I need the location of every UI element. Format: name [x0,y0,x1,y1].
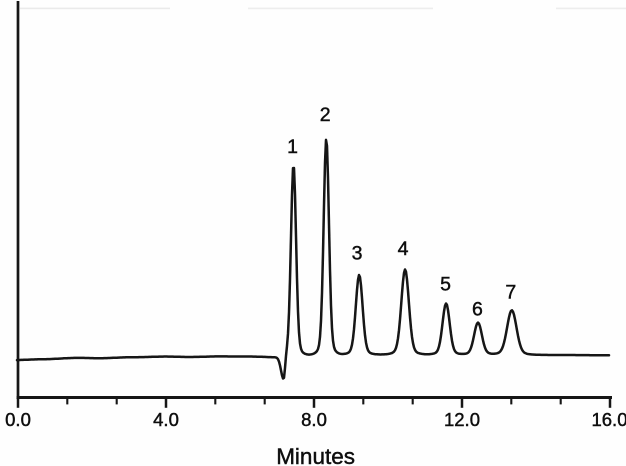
svg-text:2: 2 [320,104,331,126]
svg-text:4.0: 4.0 [153,409,179,430]
svg-text:6: 6 [472,299,483,321]
svg-text:Minutes: Minutes [276,444,355,466]
svg-text:7: 7 [505,281,516,303]
svg-text:16.0: 16.0 [591,409,626,430]
svg-text:4: 4 [398,238,409,260]
svg-text:3: 3 [352,243,363,265]
svg-text:5: 5 [440,274,451,296]
svg-text:12.0: 12.0 [444,409,480,430]
svg-text:1: 1 [287,136,298,158]
svg-text:8.0: 8.0 [301,409,327,430]
svg-text:0.0: 0.0 [5,409,31,430]
